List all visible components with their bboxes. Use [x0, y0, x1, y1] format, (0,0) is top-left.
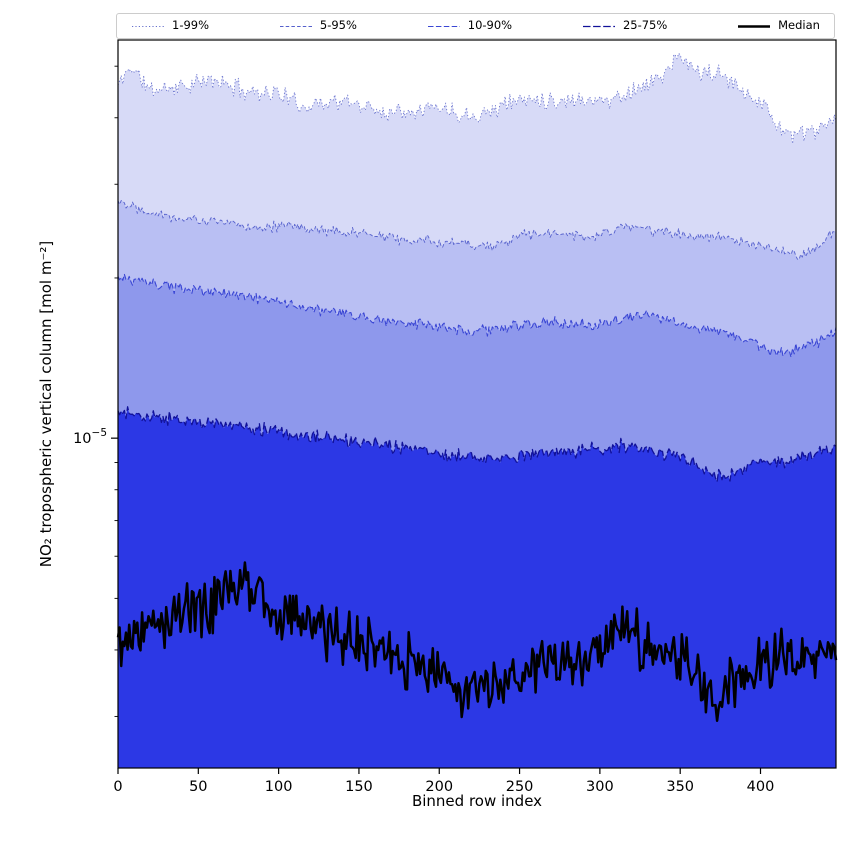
x-tick-label: 50 [189, 779, 207, 795]
legend-line-sample-icon [738, 24, 771, 28]
legend-label: 1-99% [172, 18, 210, 33]
percentile-line-10-90% [117, 273, 837, 358]
legend-item-median: Median [737, 20, 820, 33]
legend-item-1-99-: 1-99% [131, 20, 209, 33]
percentile-line-1-99% [117, 52, 837, 145]
y-axis-label: NO₂ tropospheric vertical column [mol m⁻… [37, 240, 55, 568]
percentile-line-25-75% [117, 406, 837, 483]
x-tick-label: 100 [265, 779, 293, 795]
x-tick-label: 250 [506, 779, 534, 795]
median-line [116, 561, 838, 722]
x-axis-label: Binned row index [411, 792, 543, 810]
legend-label: 10-90% [467, 18, 513, 33]
x-tick-label: 0 [113, 779, 122, 795]
x-tick-label: 400 [747, 779, 775, 795]
band-fill-25-75% [118, 406, 836, 768]
axes-spines [117, 39, 837, 769]
legend-line-sample-icon [582, 25, 615, 27]
legend-label: 25-75% [622, 18, 668, 33]
legend: 1-99% 5-95% 10-90% 25-75% Median [116, 13, 835, 39]
legend-line-sample-icon [427, 25, 460, 27]
legend-item-25-75-: 25-75% [582, 20, 667, 33]
x-tick-label: 350 [666, 779, 694, 795]
percentile-line-5-95% [117, 200, 837, 261]
legend-label: 5-95% [319, 18, 357, 33]
y-tick-label: 10−5 [73, 427, 107, 447]
x-tick-label: 200 [425, 779, 453, 795]
legend-label: Median [778, 18, 820, 33]
x-tick-label: 150 [345, 779, 373, 795]
legend-item-10-90-: 10-90% [427, 20, 512, 33]
x-tick-label: 300 [586, 779, 614, 795]
legend-item-5-95-: 5-95% [279, 20, 357, 33]
